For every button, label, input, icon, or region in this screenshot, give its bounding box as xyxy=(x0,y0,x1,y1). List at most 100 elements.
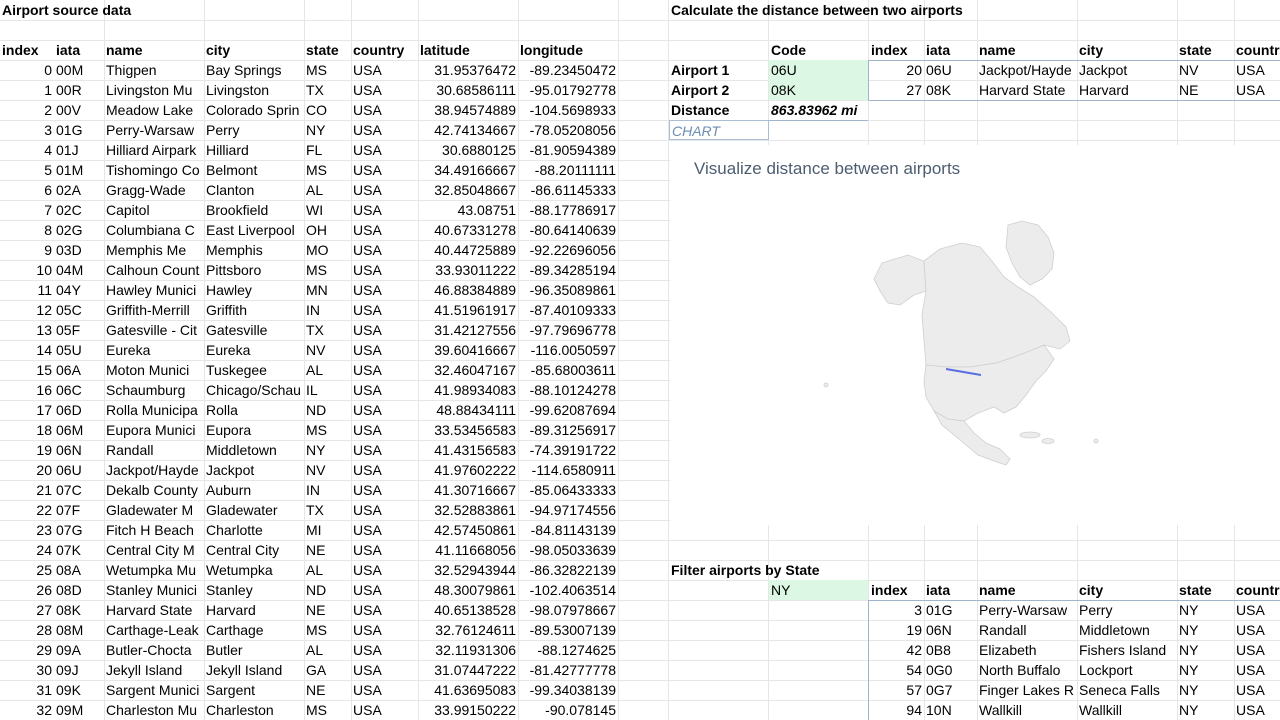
filter-cell-state[interactable]: NY xyxy=(1179,702,1199,718)
filter-cell-state[interactable]: NY xyxy=(1179,662,1199,678)
source-cell-country[interactable]: USA xyxy=(353,202,382,218)
source-cell-longitude[interactable]: -85.68003611 xyxy=(530,362,616,378)
source-cell-city[interactable]: Clanton xyxy=(206,182,255,198)
source-cell-index[interactable]: 19 xyxy=(36,442,52,458)
filter-cell-index[interactable]: 19 xyxy=(906,622,922,638)
lookup-cell-iata[interactable]: 08K xyxy=(926,82,951,98)
source-cell-city[interactable]: Perry xyxy=(206,122,240,138)
source-cell-country[interactable]: USA xyxy=(353,282,382,298)
source-cell-iata[interactable]: 00R xyxy=(56,82,82,98)
filter-cell-city[interactable]: Wallkill xyxy=(1079,702,1123,718)
source-cell-state[interactable]: WI xyxy=(306,202,324,218)
source-cell-latitude[interactable]: 32.11931306 xyxy=(435,642,516,658)
source-cell-iata[interactable]: 07F xyxy=(56,502,81,518)
source-cell-name[interactable]: Griffith-Merrill xyxy=(106,302,190,318)
source-cell-country[interactable]: USA xyxy=(353,102,382,118)
source-cell-name[interactable]: Randall xyxy=(106,442,154,458)
source-cell-longitude[interactable]: -89.53007139 xyxy=(529,622,616,638)
source-cell-name[interactable]: Jekyll Island xyxy=(106,662,183,678)
source-cell-latitude[interactable]: 33.99150222 xyxy=(434,702,516,718)
source-cell-state[interactable]: NV xyxy=(306,462,326,478)
source-cell-city[interactable]: Colorado Sprin xyxy=(206,102,300,118)
source-cell-city[interactable]: Livingston xyxy=(206,82,270,98)
source-cell-index[interactable]: 2 xyxy=(44,102,52,118)
source-cell-longitude[interactable]: -88.17786917 xyxy=(529,202,616,218)
source-cell-latitude[interactable]: 40.65138528 xyxy=(434,602,516,618)
source-cell-name[interactable]: Gragg-Wade xyxy=(106,182,186,198)
source-cell-name[interactable]: Meadow Lake xyxy=(106,102,194,118)
source-cell-name[interactable]: Memphis Me xyxy=(106,242,187,258)
source-cell-iata[interactable]: 07K xyxy=(56,542,81,558)
source-cell-longitude[interactable]: -104.5698933 xyxy=(529,102,616,118)
source-cell-longitude[interactable]: -88.20111111 xyxy=(534,162,616,178)
source-cell-index[interactable]: 29 xyxy=(36,642,52,658)
source-cell-city[interactable]: Pittsboro xyxy=(206,262,262,278)
source-cell-country[interactable]: USA xyxy=(353,222,382,238)
source-cell-city[interactable]: Butler xyxy=(206,642,243,658)
source-cell-state[interactable]: TX xyxy=(306,502,324,518)
source-cell-state[interactable]: ND xyxy=(306,402,327,418)
source-cell-latitude[interactable]: 41.30716667 xyxy=(434,482,516,498)
source-cell-state[interactable]: TX xyxy=(306,82,324,98)
source-cell-country[interactable]: USA xyxy=(353,342,382,358)
source-cell-iata[interactable]: 07G xyxy=(56,522,83,538)
source-cell-index[interactable]: 16 xyxy=(36,382,52,398)
filter-cell-name[interactable]: Randall xyxy=(979,622,1027,638)
source-cell-index[interactable]: 31 xyxy=(36,682,52,698)
source-cell-longitude[interactable]: -84.81143139 xyxy=(530,522,616,538)
source-cell-longitude[interactable]: -89.31256917 xyxy=(529,422,616,438)
source-cell-country[interactable]: USA xyxy=(353,522,382,538)
source-cell-name[interactable]: Wetumpka Mu xyxy=(106,562,196,578)
source-cell-iata[interactable]: 06U xyxy=(56,462,82,478)
filter-cell-iata[interactable]: 06N xyxy=(926,622,952,638)
source-cell-name[interactable]: Stanley Munici xyxy=(106,582,198,598)
filter-cell-state[interactable]: NY xyxy=(1179,622,1199,638)
state-filter-input[interactable]: NY xyxy=(769,580,868,600)
distance-map-chart[interactable]: Visualize distance between airports xyxy=(670,145,1250,525)
source-cell-iata[interactable]: 04Y xyxy=(56,282,81,298)
source-cell-latitude[interactable]: 41.11668056 xyxy=(435,542,516,558)
source-cell-latitude[interactable]: 34.49166667 xyxy=(434,162,516,178)
source-cell-country[interactable]: USA xyxy=(353,682,382,698)
filter-cell-city[interactable]: Fishers Island xyxy=(1079,642,1167,658)
source-cell-latitude[interactable]: 41.43156583 xyxy=(434,442,516,458)
source-cell-country[interactable]: USA xyxy=(353,402,382,418)
source-cell-name[interactable]: Harvard State xyxy=(106,602,193,618)
source-cell-iata[interactable]: 00V xyxy=(56,102,81,118)
filter-cell-country[interactable]: USA xyxy=(1236,662,1265,678)
source-cell-country[interactable]: USA xyxy=(353,142,382,158)
source-cell-city[interactable]: Middletown xyxy=(206,442,277,458)
source-cell-name[interactable]: Columbiana C xyxy=(106,222,195,238)
source-cell-longitude[interactable]: -94.97174556 xyxy=(529,502,616,518)
source-cell-longitude[interactable]: -89.23450472 xyxy=(529,62,616,78)
source-cell-index[interactable]: 12 xyxy=(36,302,52,318)
source-cell-state[interactable]: NY xyxy=(306,122,326,138)
source-cell-iata[interactable]: 06N xyxy=(56,442,82,458)
source-cell-country[interactable]: USA xyxy=(353,622,382,638)
source-cell-state[interactable]: MS xyxy=(306,422,327,438)
source-cell-latitude[interactable]: 40.44725889 xyxy=(434,242,516,258)
source-cell-index[interactable]: 15 xyxy=(36,362,52,378)
source-cell-name[interactable]: Central City M xyxy=(106,542,195,558)
source-cell-longitude[interactable]: -81.42777778 xyxy=(529,662,616,678)
source-cell-longitude[interactable]: -86.61145333 xyxy=(530,182,616,198)
source-cell-iata[interactable]: 08K xyxy=(56,602,81,618)
source-cell-longitude[interactable]: -99.34038139 xyxy=(529,682,616,698)
source-cell-city[interactable]: Carthage xyxy=(206,622,264,638)
source-cell-name[interactable]: Butler-Chocta xyxy=(106,642,192,658)
source-cell-country[interactable]: USA xyxy=(353,582,382,598)
source-cell-state[interactable]: CO xyxy=(306,102,327,118)
source-cell-name[interactable]: Charleston Mu xyxy=(106,702,198,718)
source-cell-city[interactable]: Charlotte xyxy=(206,522,263,538)
source-cell-country[interactable]: USA xyxy=(353,602,382,618)
source-cell-iata[interactable]: 02C xyxy=(56,202,82,218)
source-cell-iata[interactable]: 02A xyxy=(56,182,81,198)
filter-cell-name[interactable]: Elizabeth xyxy=(979,642,1037,658)
source-cell-state[interactable]: MS xyxy=(306,162,327,178)
source-cell-country[interactable]: USA xyxy=(353,302,382,318)
source-cell-index[interactable]: 10 xyxy=(36,262,52,278)
chart-placeholder-cell[interactable]: CHART xyxy=(669,120,769,140)
source-cell-longitude[interactable]: -102.4063514 xyxy=(529,582,616,598)
source-cell-name[interactable]: Rolla Municipa xyxy=(106,402,198,418)
source-cell-longitude[interactable]: -99.62087694 xyxy=(529,402,616,418)
